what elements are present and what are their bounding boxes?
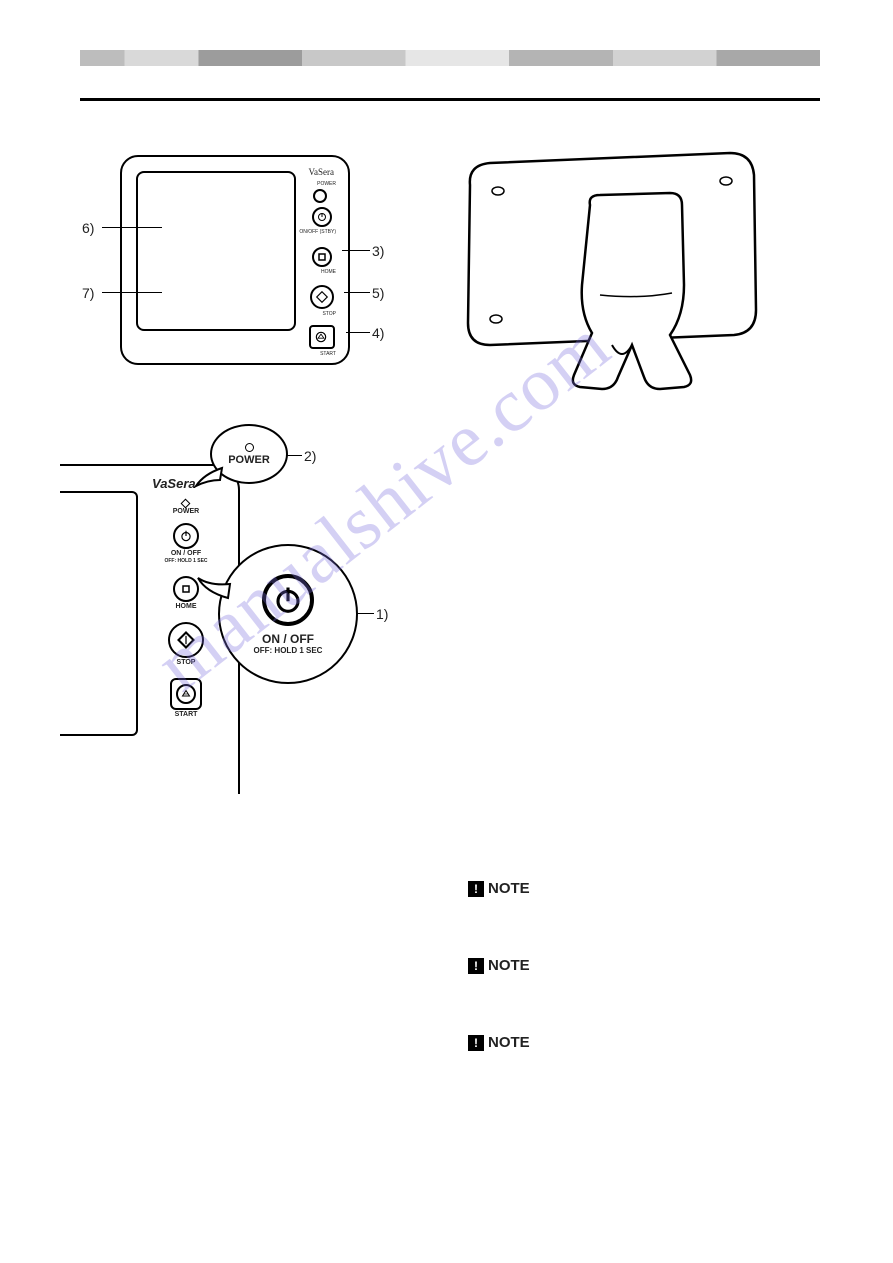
callout-6: 6) [82, 220, 94, 236]
zoom-panel: VaSera POWER ON / OFF OFF: HOLD 1 SEC HO… [60, 464, 240, 794]
header-gradient-bar [80, 50, 820, 66]
zoom-home-label: HOME [176, 603, 197, 610]
balloon-power-text: POWER [228, 454, 270, 466]
onoff-balloon: ON / OFF OFF: HOLD 1 SEC [218, 544, 358, 684]
note-label-text: NOTE [488, 957, 530, 974]
zoom-onoff-label: ON / OFF [171, 550, 201, 557]
zoom-controls-column: POWER ON / OFF OFF: HOLD 1 SEC HOME STO [156, 500, 216, 718]
balloon-power-dot [245, 443, 254, 452]
device-front-body: VaSera POWER ON/OFF (STBY) HOME STOP [120, 155, 350, 365]
note-block-3: ! NOTE [468, 1034, 808, 1051]
device-brand-label: VaSera [309, 167, 335, 177]
callout-3-line [342, 250, 370, 251]
power-indicator [313, 189, 327, 203]
zoom-brand-label: VaSera [152, 476, 196, 491]
zoom-detail-figure: VaSera POWER ON / OFF OFF: HOLD 1 SEC HO… [60, 430, 400, 800]
note-icon: ! [468, 958, 484, 974]
onoff-button[interactable] [312, 207, 332, 227]
zoom-onoff-sub: OFF: HOLD 1 SEC [164, 558, 207, 564]
zoom-power-indicator: POWER [173, 500, 199, 515]
power-label: POWER [317, 181, 336, 187]
callout-4: 4) [372, 325, 384, 341]
device-screen [136, 171, 296, 331]
device-front-figure: VaSera POWER ON/OFF (STBY) HOME STOP [80, 145, 400, 405]
callout-5: 5) [372, 285, 384, 301]
stop-label: STOP [322, 311, 336, 317]
device-rear-figure [440, 145, 780, 405]
note-block-2: ! NOTE [468, 957, 808, 974]
zoom-screen-edge [60, 491, 138, 736]
balloon-onoff-line2: OFF: HOLD 1 SEC [254, 646, 323, 655]
callout-2: 2) [304, 448, 316, 464]
figure-area: VaSera POWER ON/OFF (STBY) HOME STOP [80, 145, 820, 405]
home-button[interactable] [312, 247, 332, 267]
callout-6-line [102, 227, 162, 228]
start-label: START [320, 351, 336, 357]
callout-1-line [356, 613, 374, 614]
callout-7-line [102, 292, 162, 293]
zoom-start-button[interactable] [170, 678, 202, 710]
callout-7: 7) [82, 285, 94, 301]
rear-view-svg [440, 145, 780, 405]
balloon-onoff-icon [262, 574, 314, 626]
note-label-text: NOTE [488, 880, 530, 897]
header-rule [80, 98, 820, 101]
notes-column: ! NOTE ! NOTE ! NOTE [468, 880, 808, 1111]
callout-1: 1) [376, 606, 388, 622]
callout-3: 3) [372, 243, 384, 259]
note-block-1: ! NOTE [468, 880, 808, 897]
note-label-text: NOTE [488, 1034, 530, 1051]
zoom-onoff-button[interactable] [173, 523, 199, 549]
stop-button[interactable] [310, 285, 334, 309]
balloon-power-tail [194, 462, 224, 488]
zoom-power-label: POWER [173, 508, 199, 515]
callout-2-line [286, 455, 302, 456]
callout-5-line [344, 292, 370, 293]
onoff-label: ON/OFF (STBY) [299, 229, 336, 235]
home-label: HOME [321, 269, 336, 275]
start-button[interactable] [309, 325, 335, 349]
callout-4-line [346, 332, 370, 333]
balloon-onoff-line1: ON / OFF [262, 632, 314, 646]
power-balloon: POWER [210, 424, 288, 484]
note-icon: ! [468, 1035, 484, 1051]
zoom-stop-button[interactable] [168, 622, 204, 658]
zoom-stop-label: STOP [177, 659, 196, 666]
note-icon: ! [468, 881, 484, 897]
zoom-start-label: START [175, 711, 198, 718]
balloon-onoff-tail [196, 576, 232, 606]
